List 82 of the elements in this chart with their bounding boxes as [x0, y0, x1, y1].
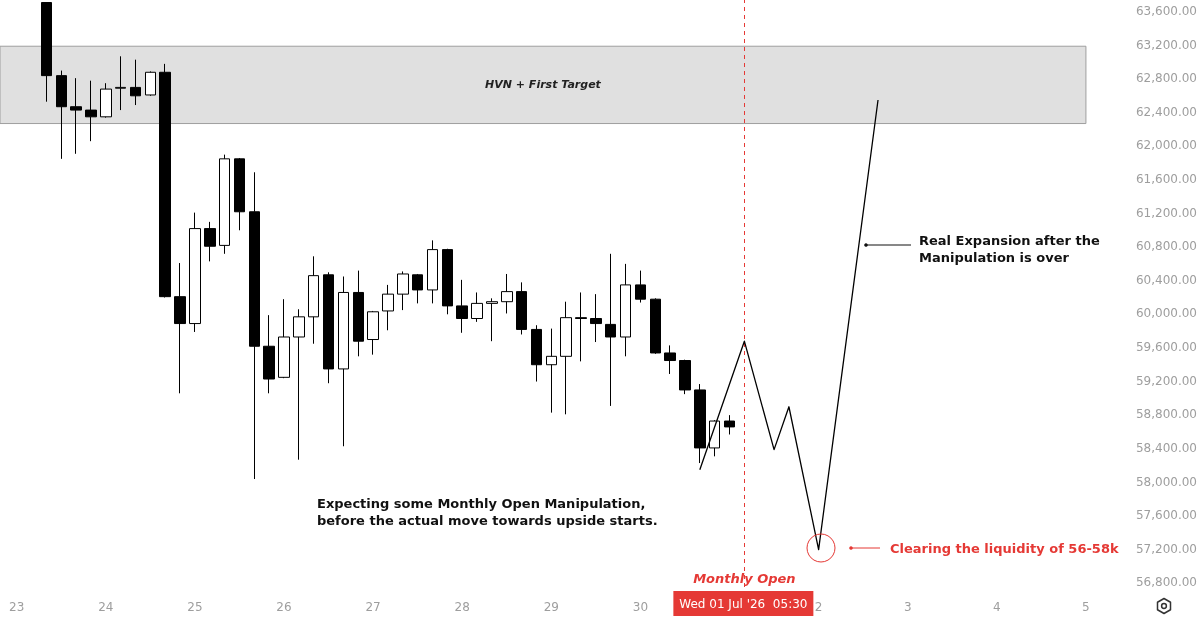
candlestick: [650, 297, 661, 355]
y-tick-label: 58,800.00: [1135, 407, 1198, 422]
x-tick-label: 27: [365, 600, 381, 614]
candlestick: [308, 255, 319, 345]
x-tick-label: 29: [543, 600, 559, 614]
y-tick-label: 60,000.00: [1135, 306, 1198, 321]
y-tick-label: 60,400.00: [1135, 272, 1198, 287]
y-tick-label: 59,200.00: [1135, 373, 1198, 388]
candlestick: [590, 293, 602, 343]
candlestick: [546, 328, 557, 414]
candlestick: [130, 59, 141, 106]
candlestick: [427, 239, 438, 304]
candlestick: [189, 212, 201, 333]
candlestick: [442, 248, 453, 315]
y-tick-label: 60,800.00: [1135, 239, 1198, 254]
candlestick: [219, 154, 230, 255]
x-tick-label: 4: [993, 600, 1001, 614]
annotation: Clearing the liquidity of 56-58k: [890, 540, 1119, 556]
y-tick-label: 57,600.00: [1135, 508, 1198, 523]
y-tick-label: 62,400.00: [1135, 104, 1198, 119]
candlestick: [605, 253, 616, 407]
y-tick-label: 61,200.00: [1135, 205, 1198, 220]
y-tick-label: 63,200.00: [1135, 37, 1198, 52]
annotation: Real Expansion after the Manipulation is over: [919, 233, 1100, 265]
x-tick-label: 30: [632, 600, 649, 614]
band-label: HVN + First Target: [485, 78, 602, 92]
candlestick: [531, 324, 542, 383]
candlestick: [263, 314, 275, 394]
candlestick: [56, 70, 67, 160]
candlestick: [293, 308, 305, 461]
candlestick: [100, 82, 112, 119]
ref-line-label: Monthly Open: [693, 570, 796, 586]
candlestick: [516, 281, 527, 335]
candlestick: [456, 279, 468, 334]
candlestick: [501, 273, 513, 314]
candlestick: [145, 70, 156, 97]
candlestick: [323, 271, 334, 384]
annotation: Expecting some Monthly Open Manipulation, before the actual move towards upside starts.: [317, 496, 658, 528]
candlestick: [353, 270, 364, 357]
x-tick-label: 26: [276, 600, 292, 614]
y-tick-label: 59,600.00: [1135, 340, 1198, 355]
x-tick-label: 25: [187, 600, 203, 614]
candlestick: [560, 301, 572, 415]
y-tick-label: 61,600.00: [1135, 172, 1198, 186]
candlestick: [397, 270, 409, 311]
candlestick: [412, 273, 423, 304]
candlestick: [234, 157, 245, 231]
candlestick: [679, 359, 691, 395]
y-tick-label: 62,800.00: [1135, 71, 1198, 86]
y-tick-label: 63,600.00: [1135, 3, 1198, 18]
candlestick: [664, 344, 676, 375]
y-tick-label: 56,800.00: [1135, 575, 1198, 590]
candlestick: [174, 262, 186, 394]
x-tick-label: 2: [814, 600, 823, 614]
y-tick-label: 57,200.00: [1135, 541, 1198, 556]
candlestick: [204, 221, 216, 262]
candlestick: [159, 63, 171, 298]
candlestick: [367, 310, 379, 356]
candlestick: [278, 298, 290, 379]
candlestick: [249, 171, 260, 480]
y-tick-label: 58,000.00: [1135, 474, 1198, 489]
candlestick: [709, 419, 720, 457]
y-tick-label: 62,000.00: [1135, 138, 1198, 153]
candlestick: [70, 77, 82, 155]
candlestick: [635, 270, 646, 304]
candlestick: [724, 414, 735, 435]
candlestick: [471, 291, 483, 323]
x-tick-label: 28: [454, 600, 470, 614]
candlestick: [115, 55, 126, 111]
candlestick: [338, 275, 349, 447]
x-tick-label: 24: [98, 600, 114, 614]
candlestick: [41, 2, 52, 103]
x-tick-label: 3: [903, 600, 912, 614]
candlestick: [575, 291, 587, 362]
y-tick-label: 58,400.00: [1135, 440, 1198, 455]
text: Wed 01 Jul '26 05:30: [679, 596, 808, 611]
candlestick: [486, 297, 498, 342]
candlestick: [382, 284, 394, 331]
x-tick-label: 5: [1082, 600, 1090, 614]
candlestick: [85, 80, 97, 142]
candlestick: [620, 263, 631, 357]
x-tick-label: 23: [9, 600, 25, 614]
